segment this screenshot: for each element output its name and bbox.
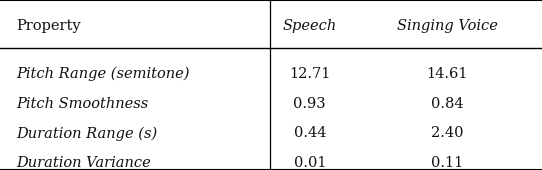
Text: 0.93: 0.93 xyxy=(293,97,326,111)
Text: 0.01: 0.01 xyxy=(294,156,326,170)
Text: 2.40: 2.40 xyxy=(431,126,463,140)
Text: 14.61: 14.61 xyxy=(427,67,468,81)
Text: 12.71: 12.71 xyxy=(289,67,331,81)
Text: Singing Voice: Singing Voice xyxy=(397,19,498,33)
Text: 0.84: 0.84 xyxy=(431,97,463,111)
Text: Pitch Range (semitone): Pitch Range (semitone) xyxy=(16,67,190,81)
Text: 0.11: 0.11 xyxy=(431,156,463,170)
Text: Pitch Smoothness: Pitch Smoothness xyxy=(16,97,149,111)
Text: Property: Property xyxy=(16,19,81,33)
Text: Duration Variance: Duration Variance xyxy=(16,156,151,170)
Text: Duration Range (s): Duration Range (s) xyxy=(16,126,158,141)
Text: 0.44: 0.44 xyxy=(294,126,326,140)
Text: Speech: Speech xyxy=(282,19,337,33)
